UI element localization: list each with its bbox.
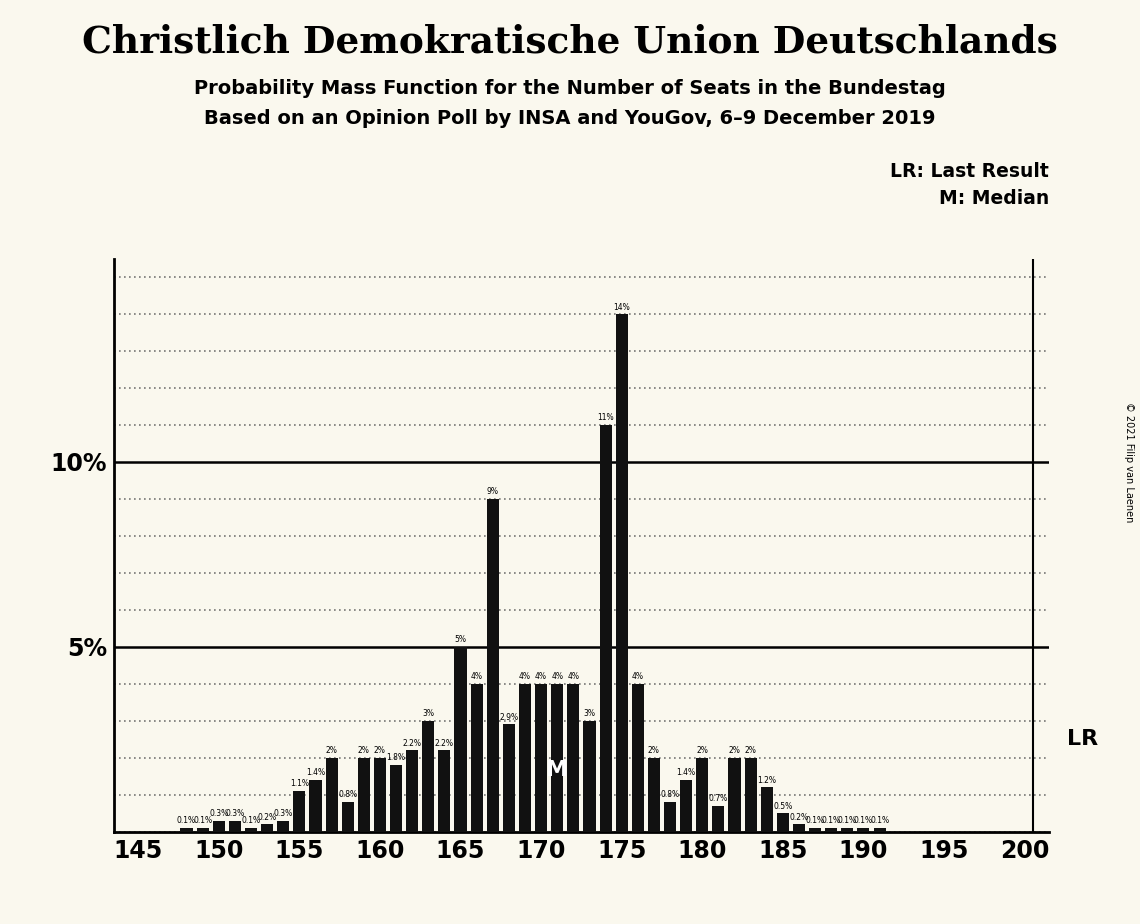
Text: 4%: 4% [471, 672, 482, 681]
Text: 0.1%: 0.1% [854, 816, 873, 825]
Bar [390, 765, 402, 832]
Text: 2.2%: 2.2% [402, 738, 422, 748]
Text: 2%: 2% [326, 746, 337, 755]
Text: 3%: 3% [422, 709, 434, 718]
Bar [406, 750, 418, 832]
Text: 2%: 2% [697, 746, 708, 755]
Text: M: Median: M: Median [938, 189, 1049, 209]
Text: 0.5%: 0.5% [773, 801, 792, 810]
Bar [277, 821, 290, 832]
Text: 0.1%: 0.1% [242, 816, 261, 825]
Bar [663, 802, 676, 832]
Bar [535, 684, 547, 832]
Bar [309, 780, 321, 832]
Bar [326, 758, 337, 832]
Text: 0.2%: 0.2% [789, 812, 808, 821]
Text: 0.8%: 0.8% [339, 790, 357, 799]
Bar [584, 721, 595, 832]
Bar [793, 824, 805, 832]
Text: 5%: 5% [455, 635, 466, 644]
Text: Christlich Demokratische Union Deutschlands: Christlich Demokratische Union Deutschla… [82, 23, 1058, 60]
Bar [681, 780, 692, 832]
Text: 1.4%: 1.4% [677, 768, 695, 777]
Bar [744, 758, 757, 832]
Bar [697, 758, 708, 832]
Bar [841, 828, 854, 832]
Text: 3%: 3% [584, 709, 595, 718]
Bar [825, 828, 837, 832]
Text: 1.8%: 1.8% [386, 753, 406, 762]
Bar [455, 647, 466, 832]
Text: 14%: 14% [613, 302, 630, 311]
Bar [648, 758, 660, 832]
Text: 1.4%: 1.4% [306, 768, 325, 777]
Bar [358, 758, 369, 832]
Text: 4%: 4% [519, 672, 531, 681]
Bar [503, 724, 515, 832]
Text: 2%: 2% [744, 746, 757, 755]
Bar [873, 828, 886, 832]
Text: 0.3%: 0.3% [209, 808, 228, 818]
Text: 2%: 2% [374, 746, 385, 755]
Bar [293, 791, 306, 832]
Bar [487, 499, 499, 832]
Text: 11%: 11% [597, 413, 613, 422]
Bar [261, 824, 274, 832]
Text: 2%: 2% [358, 746, 369, 755]
Text: M: M [546, 760, 568, 780]
Text: 0.1%: 0.1% [193, 816, 212, 825]
Bar [471, 684, 482, 832]
Text: 4%: 4% [632, 672, 644, 681]
Text: 4%: 4% [535, 672, 547, 681]
Text: 4%: 4% [568, 672, 579, 681]
Text: 0.1%: 0.1% [838, 816, 857, 825]
Text: 1.2%: 1.2% [757, 775, 776, 784]
Text: 2.9%: 2.9% [499, 712, 519, 722]
Text: 0.1%: 0.1% [806, 816, 824, 825]
Bar [342, 802, 353, 832]
Bar [600, 425, 612, 832]
Bar [245, 828, 256, 832]
Text: 2%: 2% [648, 746, 660, 755]
Bar [616, 314, 628, 832]
Bar [712, 806, 724, 832]
Text: 4%: 4% [552, 672, 563, 681]
Bar [728, 758, 741, 832]
Bar [809, 828, 821, 832]
Bar [519, 684, 531, 832]
Text: Based on an Opinion Poll by INSA and YouGov, 6–9 December 2019: Based on an Opinion Poll by INSA and You… [204, 109, 936, 128]
Bar [776, 813, 789, 832]
Text: Probability Mass Function for the Number of Seats in the Bundestag: Probability Mass Function for the Number… [194, 79, 946, 98]
Bar [632, 684, 644, 832]
Text: 0.3%: 0.3% [226, 808, 244, 818]
Bar [229, 821, 241, 832]
Bar [374, 758, 386, 832]
Text: 9%: 9% [487, 487, 499, 496]
Bar [857, 828, 870, 832]
Bar [213, 821, 225, 832]
Text: LR: LR [1067, 729, 1099, 749]
Text: LR: Last Result: LR: Last Result [890, 162, 1049, 181]
Text: 0.2%: 0.2% [258, 812, 277, 821]
Bar [180, 828, 193, 832]
Text: 0.7%: 0.7% [709, 794, 728, 803]
Text: 2%: 2% [728, 746, 741, 755]
Text: 0.1%: 0.1% [177, 816, 196, 825]
Text: © 2021 Filip van Laenen: © 2021 Filip van Laenen [1124, 402, 1133, 522]
Bar [551, 684, 563, 832]
Text: 0.1%: 0.1% [822, 816, 841, 825]
Text: 0.1%: 0.1% [870, 816, 889, 825]
Bar [568, 684, 579, 832]
Bar [422, 721, 434, 832]
Bar [196, 828, 209, 832]
Text: 0.3%: 0.3% [274, 808, 293, 818]
Text: 2.2%: 2.2% [434, 738, 454, 748]
Text: 0.8%: 0.8% [660, 790, 679, 799]
Bar [439, 750, 450, 832]
Bar [760, 787, 773, 832]
Text: 1.1%: 1.1% [290, 779, 309, 788]
